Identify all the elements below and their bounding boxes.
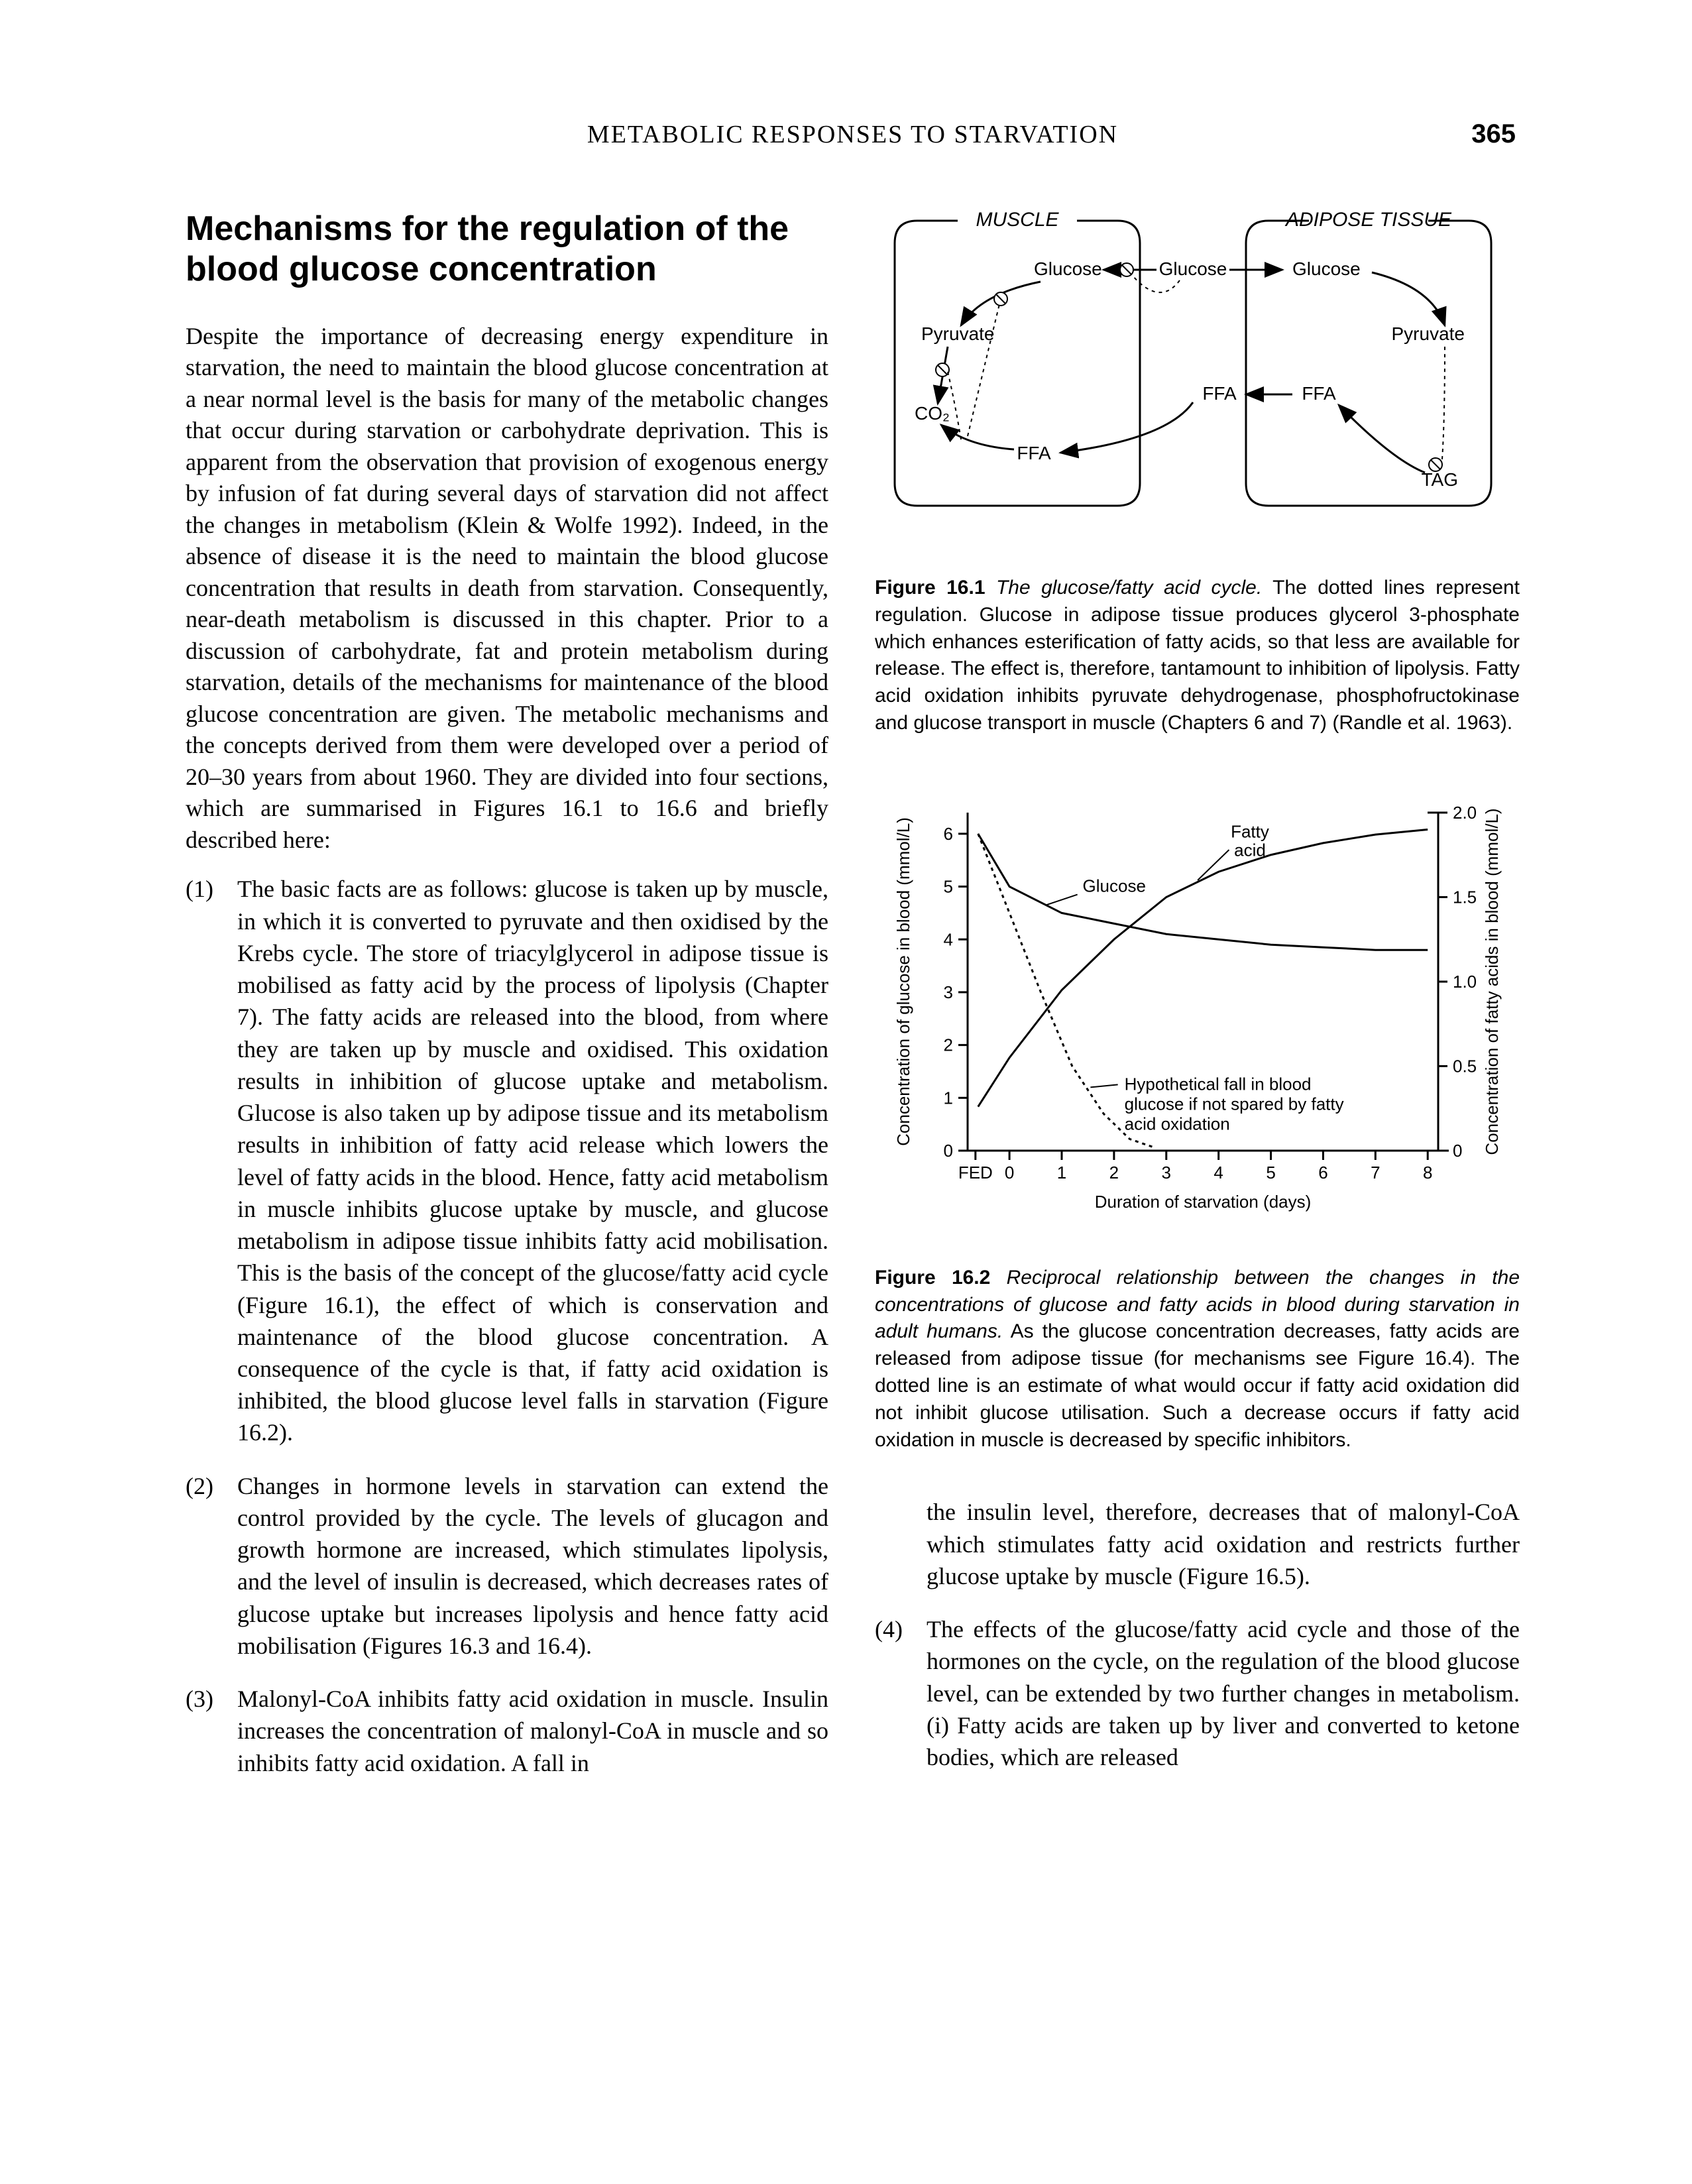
list-text: Malonyl-CoA inhibits fatty acid oxidatio…: [237, 1686, 828, 1776]
numbered-list-cont: the insulin level, therefore, decreases …: [875, 1496, 1520, 1773]
svg-text:1.0: 1.0: [1453, 972, 1477, 992]
svg-text:Glucose: Glucose: [1292, 259, 1361, 279]
svg-text:Glucose: Glucose: [1034, 259, 1102, 279]
section-heading: Mechanisms for the regulation of the blo…: [186, 209, 828, 290]
svg-text:0.5: 0.5: [1453, 1056, 1477, 1076]
page-number: 365: [1118, 119, 1516, 149]
running-head-title: METABOLIC RESPONSES TO STARVATION: [587, 120, 1118, 149]
svg-text:2: 2: [1109, 1163, 1119, 1182]
figure-16-1-caption: Figure 16.1 The glucose/fatty acid cycle…: [875, 575, 1520, 737]
svg-text:Duration of starvation (days): Duration of starvation (days): [1095, 1192, 1312, 1212]
figure-16-2: 0 1 2 3 4 5 6 0 0.5 1.0 1.5 2.0 FED 0 1 2 3 4 5 6 7 8 Duration…: [875, 779, 1520, 1454]
figure-number: Figure 16.1: [875, 577, 986, 599]
svg-text:5: 5: [944, 876, 953, 896]
svg-text:6: 6: [1318, 1163, 1327, 1182]
svg-text:4: 4: [1213, 1163, 1223, 1182]
svg-text:1.5: 1.5: [1453, 887, 1477, 907]
svg-text:0: 0: [1453, 1141, 1462, 1161]
list-marker: (2): [186, 1470, 228, 1502]
svg-text:FFA: FFA: [1202, 383, 1237, 404]
right-column: MUSCLE ADIPOSE TISSUE Glucose Pyruvate CO₂ FF…: [875, 209, 1520, 1800]
svg-text:4: 4: [944, 929, 953, 949]
list-item: (1) The basic facts are as follows: gluc…: [186, 873, 828, 1448]
svg-text:Fatty: Fatty: [1231, 821, 1269, 841]
list-marker: (4): [875, 1613, 917, 1645]
svg-text:Glucose: Glucose: [1159, 259, 1227, 279]
svg-text:Hypothetical fall in blood: Hypothetical fall in blood: [1125, 1074, 1312, 1094]
figure-16-2-caption: Figure 16.2 Reciprocal relationship betw…: [875, 1265, 1520, 1454]
svg-text:0: 0: [944, 1141, 953, 1161]
svg-text:3: 3: [944, 982, 953, 1002]
svg-text:Glucose: Glucose: [1083, 876, 1146, 895]
left-column: Mechanisms for the regulation of the blo…: [186, 209, 828, 1800]
svg-text:0: 0: [1005, 1163, 1014, 1182]
svg-text:Pyruvate: Pyruvate: [921, 323, 995, 344]
svg-text:CO₂: CO₂: [915, 403, 950, 424]
list-marker: (3): [186, 1683, 228, 1715]
svg-text:Concentration of fatty acids i: Concentration of fatty acids in blood (m…: [1482, 808, 1502, 1155]
list-item: (3) Malonyl-CoA inhibits fatty acid oxid…: [186, 1683, 828, 1779]
figure-16-1: MUSCLE ADIPOSE TISSUE Glucose Pyruvate CO₂ FF…: [875, 209, 1520, 737]
list-item: (2) Changes in hormone levels in starvat…: [186, 1470, 828, 1662]
svg-text:2.0: 2.0: [1453, 803, 1477, 823]
list-item: the insulin level, therefore, decreases …: [875, 1496, 1520, 1592]
svg-text:MUSCLE: MUSCLE: [976, 209, 1059, 231]
svg-text:FFA: FFA: [1017, 443, 1051, 463]
running-head: METABOLIC RESPONSES TO STARVATION 365: [186, 119, 1520, 149]
svg-text:7: 7: [1371, 1163, 1380, 1182]
svg-text:ADIPOSE TISSUE: ADIPOSE TISSUE: [1284, 209, 1452, 231]
svg-text:6: 6: [944, 824, 953, 844]
figure-16-2-svg: 0 1 2 3 4 5 6 0 0.5 1.0 1.5 2.0 FED 0 1 2 3 4 5 6 7 8 Duration…: [875, 779, 1511, 1257]
svg-text:Pyruvate: Pyruvate: [1392, 323, 1465, 344]
figure-title: The glucose/fatty acid cycle.: [996, 577, 1262, 599]
svg-text:5: 5: [1266, 1163, 1275, 1182]
list-text: the insulin level, therefore, decreases …: [927, 1499, 1520, 1589]
svg-text:glucose if not spared by fatty: glucose if not spared by fatty: [1125, 1094, 1344, 1114]
figure-caption-body: The dotted lines represent regulation. G…: [875, 577, 1520, 734]
svg-text:3: 3: [1162, 1163, 1171, 1182]
list-marker: (1): [186, 873, 228, 905]
svg-text:TAG: TAG: [1422, 469, 1458, 490]
svg-text:FED: FED: [958, 1163, 993, 1182]
list-item: (4) The effects of the glucose/fatty aci…: [875, 1613, 1520, 1773]
svg-text:1: 1: [944, 1088, 953, 1108]
svg-text:acid: acid: [1234, 840, 1266, 860]
figure-16-1-svg: MUSCLE ADIPOSE TISSUE Glucose Pyruvate CO₂ FF…: [875, 209, 1511, 567]
svg-text:Concentration of glucose in bl: Concentration of glucose in blood (mmol/…: [893, 817, 913, 1146]
numbered-list: (1) The basic facts are as follows: gluc…: [186, 873, 828, 1778]
svg-text:1: 1: [1057, 1163, 1066, 1182]
intro-paragraph: Despite the importance of decreasing ene…: [186, 321, 828, 856]
svg-text:acid oxidation: acid oxidation: [1125, 1114, 1230, 1133]
list-text: Changes in hormone levels in starvation …: [237, 1473, 828, 1659]
svg-text:2: 2: [944, 1035, 953, 1055]
list-text: The effects of the glucose/fatty acid cy…: [927, 1616, 1520, 1770]
svg-text:FFA: FFA: [1302, 383, 1336, 404]
list-text: The basic facts are as follows: glucose …: [237, 876, 828, 1446]
figure-number: Figure 16.2: [875, 1267, 990, 1289]
svg-text:8: 8: [1423, 1163, 1432, 1182]
